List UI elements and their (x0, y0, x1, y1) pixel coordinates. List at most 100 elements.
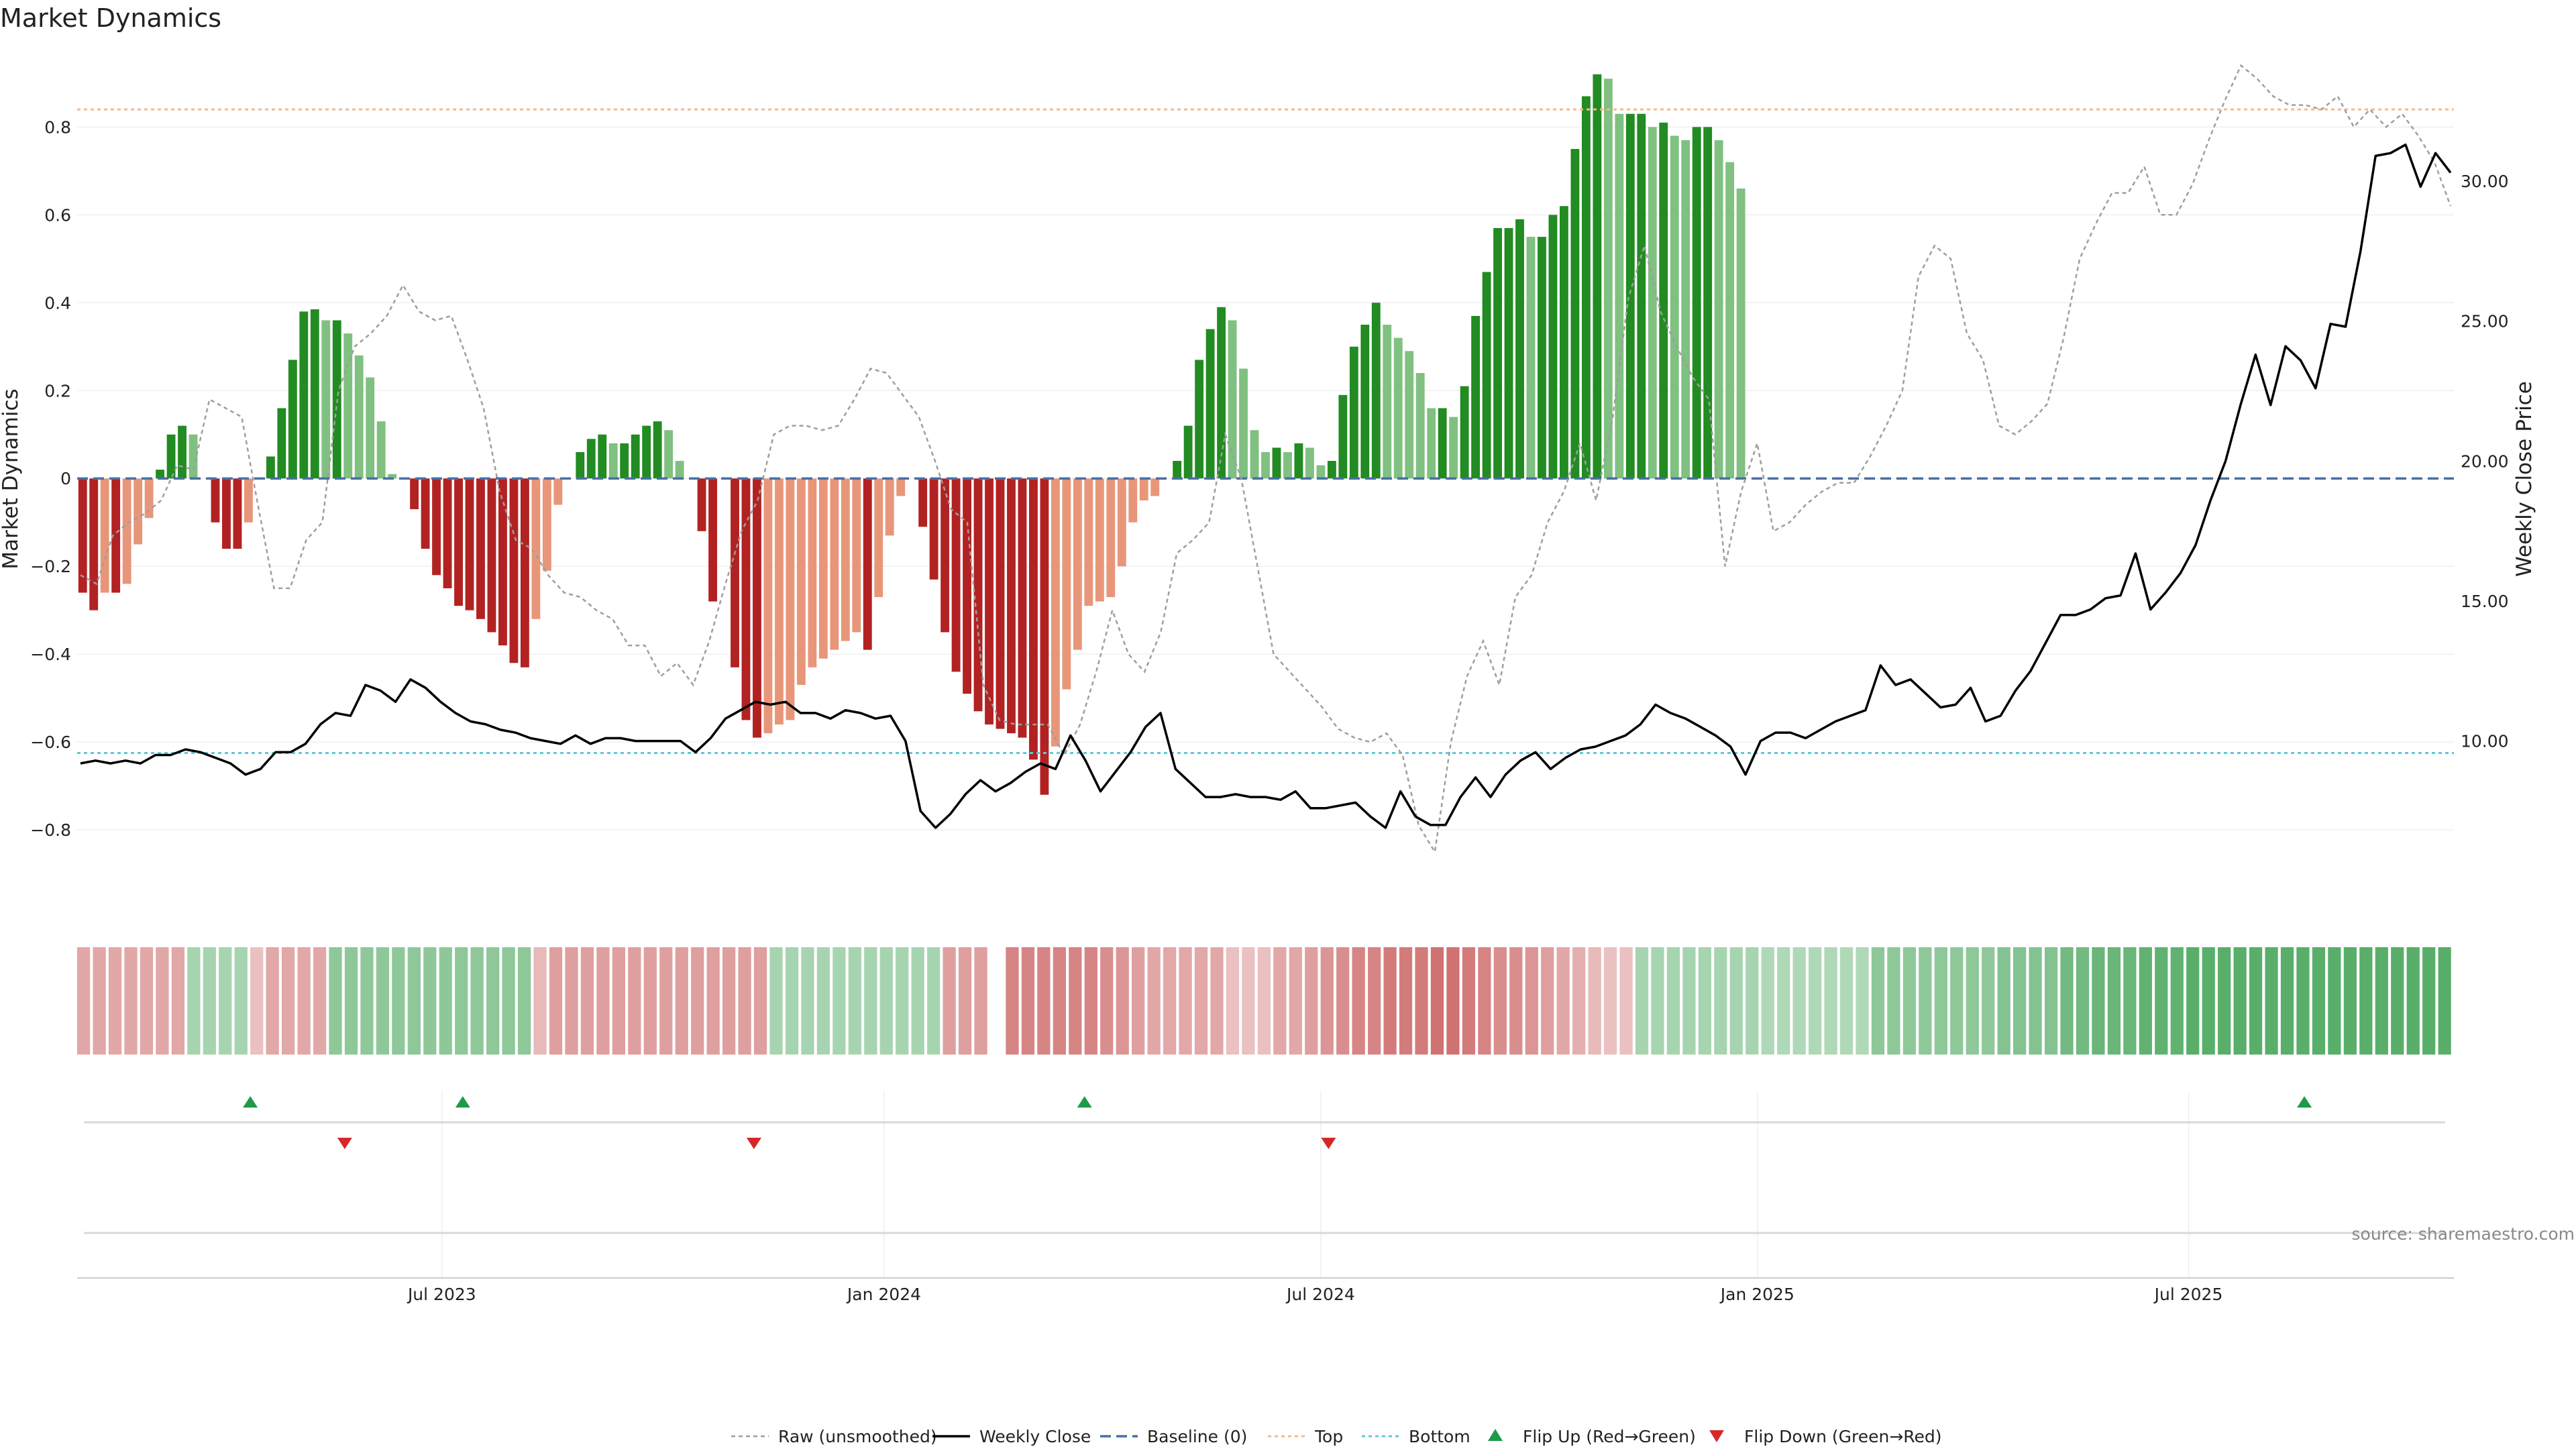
y-tick-label: −0.4 (30, 645, 71, 664)
heat-cell (392, 947, 405, 1055)
y2-tick-label: 15.00 (2461, 592, 2509, 611)
heat-cell (2406, 947, 2420, 1055)
heat-cell (2076, 947, 2090, 1055)
dynamics-bar (321, 320, 331, 479)
heat-cell (816, 947, 830, 1055)
dynamics-bar (1538, 237, 1546, 479)
legend-item: Bottom (1362, 1427, 1470, 1446)
heat-cell (1336, 947, 1350, 1055)
dynamics-bar (100, 478, 109, 593)
dynamics-bar (1570, 149, 1580, 479)
dynamics-bar (1460, 386, 1469, 479)
heat-cell (93, 947, 106, 1055)
x-tick-label: Jan 2024 (846, 1285, 921, 1304)
dynamics-bar (233, 478, 242, 549)
legend-swatch-down-icon (1709, 1430, 1724, 1442)
legend-label: Flip Down (Green→Red) (1744, 1427, 1942, 1446)
heat-cell (250, 947, 264, 1055)
heat-cell (1037, 947, 1051, 1055)
y-axis-label: Market Dynamics (0, 388, 23, 569)
y2-tick-label: 20.00 (2461, 451, 2509, 471)
dynamics-bar (1482, 272, 1491, 479)
heat-cell (1808, 947, 1822, 1055)
dynamics-bar (166, 434, 176, 479)
heat-cell (1509, 947, 1523, 1055)
dynamics-bar (874, 478, 883, 598)
heat-strip (77, 947, 2451, 1055)
dynamics-bar (366, 377, 375, 479)
dynamics-bar (1681, 140, 1690, 479)
dynamics-bar (133, 478, 143, 545)
y2-tick-label: 30.00 (2461, 172, 2509, 191)
y-tick-label: −0.8 (30, 820, 71, 840)
dynamics-bar (1415, 373, 1425, 479)
heat-cell (1541, 947, 1554, 1055)
heat-cell (2343, 947, 2357, 1055)
y-tick-label: 0 (60, 469, 71, 488)
heat-cell (2123, 947, 2137, 1055)
dynamics-bar (1371, 303, 1381, 479)
heat-cell (313, 947, 327, 1055)
heat-cell (124, 947, 138, 1055)
heat-cell (1210, 947, 1224, 1055)
heat-cell (329, 947, 342, 1055)
dynamics-bar (1095, 478, 1104, 602)
dynamics-bar (1205, 329, 1215, 479)
dynamics-bar (1040, 478, 1049, 795)
heat-cell (596, 947, 610, 1055)
heat-cell (1368, 947, 1381, 1055)
heat-cell (2218, 947, 2231, 1055)
dynamics-bar (122, 478, 131, 584)
heat-cell (1242, 947, 1255, 1055)
heat-cell (1997, 947, 2010, 1055)
dynamics-bar (1272, 447, 1281, 479)
dynamics-bar (1007, 478, 1016, 734)
heat-cell (1305, 947, 1318, 1055)
heat-cell (187, 947, 201, 1055)
dynamics-bar (608, 443, 618, 479)
dynamics-bar (178, 425, 186, 479)
dynamics-bar (885, 478, 894, 536)
y-tick-label: −0.6 (30, 733, 71, 752)
heat-cell (1320, 947, 1334, 1055)
heat-cell (1603, 947, 1617, 1055)
dynamics-bar (786, 478, 795, 720)
dynamics-bar (432, 478, 441, 576)
flip-markers (84, 1096, 2445, 1234)
heat-cell (722, 947, 736, 1055)
dynamics-bar (277, 408, 286, 479)
heat-cell (203, 947, 216, 1055)
dynamics-bar (1150, 478, 1160, 496)
heat-cell (1761, 947, 1774, 1055)
dynamics-bar (1029, 478, 1038, 760)
dynamics-bar (1736, 189, 1746, 479)
dynamics-bar (642, 425, 651, 479)
heat-cell (2155, 947, 2168, 1055)
dynamics-bar (1637, 113, 1646, 479)
heat-cell (580, 947, 594, 1055)
dynamics-bar (1228, 320, 1237, 479)
dynamics-bar (896, 478, 906, 496)
dynamics-bar (1581, 96, 1591, 479)
flip-up-marker (455, 1096, 470, 1108)
dynamics-bar (1725, 162, 1735, 479)
heat-cell (691, 947, 704, 1055)
dynamics-bar (985, 478, 994, 724)
heat-cell (565, 947, 578, 1055)
dynamics-bar (244, 478, 253, 523)
heat-cell (1257, 947, 1271, 1055)
heat-cell (1415, 947, 1428, 1055)
heat-cell (2186, 947, 2200, 1055)
heat-cell (943, 947, 956, 1055)
y-axis-ticks: −0.8 −0.6 −0.4 −0.2 0 0.2 0.4 0.6 0.8 (30, 117, 71, 840)
heat-cell (848, 947, 861, 1055)
dynamics-bar (1239, 368, 1248, 479)
heat-cell (1226, 947, 1240, 1055)
heat-cell (1856, 947, 1869, 1055)
dynamics-bar (1173, 461, 1182, 479)
heat-cell (1651, 947, 1664, 1055)
heat-cell (2265, 947, 2278, 1055)
dynamics-bar (631, 434, 640, 479)
dynamics-bar (1471, 315, 1481, 479)
